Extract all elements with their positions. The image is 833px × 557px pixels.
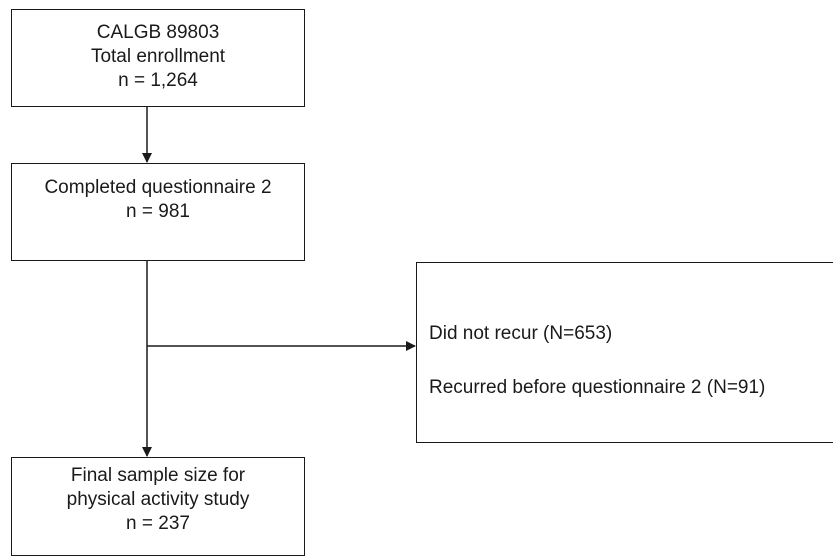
final-line-2: physical activity study xyxy=(66,489,250,510)
excluded-box: Did not recur (N=653) Recurred before qu… xyxy=(416,262,833,443)
enrollment-line-2: Total enrollment xyxy=(90,46,226,67)
questionnaire-box: Completed questionnaire 2 n = 981 xyxy=(11,163,305,261)
enrollment-line-3: n = 1,264 xyxy=(118,70,198,91)
final-line-3: n = 237 xyxy=(126,513,190,534)
questionnaire-line-2: n = 981 xyxy=(126,201,190,222)
final-line-1: Final sample size for xyxy=(70,465,246,486)
excluded-line-1: Did not recur (N=653) xyxy=(429,323,613,344)
final-sample-box: Final sample size for physical activity … xyxy=(11,457,305,556)
enrollment-box: CALGB 89803 Total enrollment n = 1,264 xyxy=(11,9,305,107)
enrollment-line-1: CALGB 89803 xyxy=(96,22,220,43)
questionnaire-line-1: Completed questionnaire 2 xyxy=(44,177,272,198)
excluded-line-2: Recurred before questionnaire 2 (N=91) xyxy=(429,377,766,398)
